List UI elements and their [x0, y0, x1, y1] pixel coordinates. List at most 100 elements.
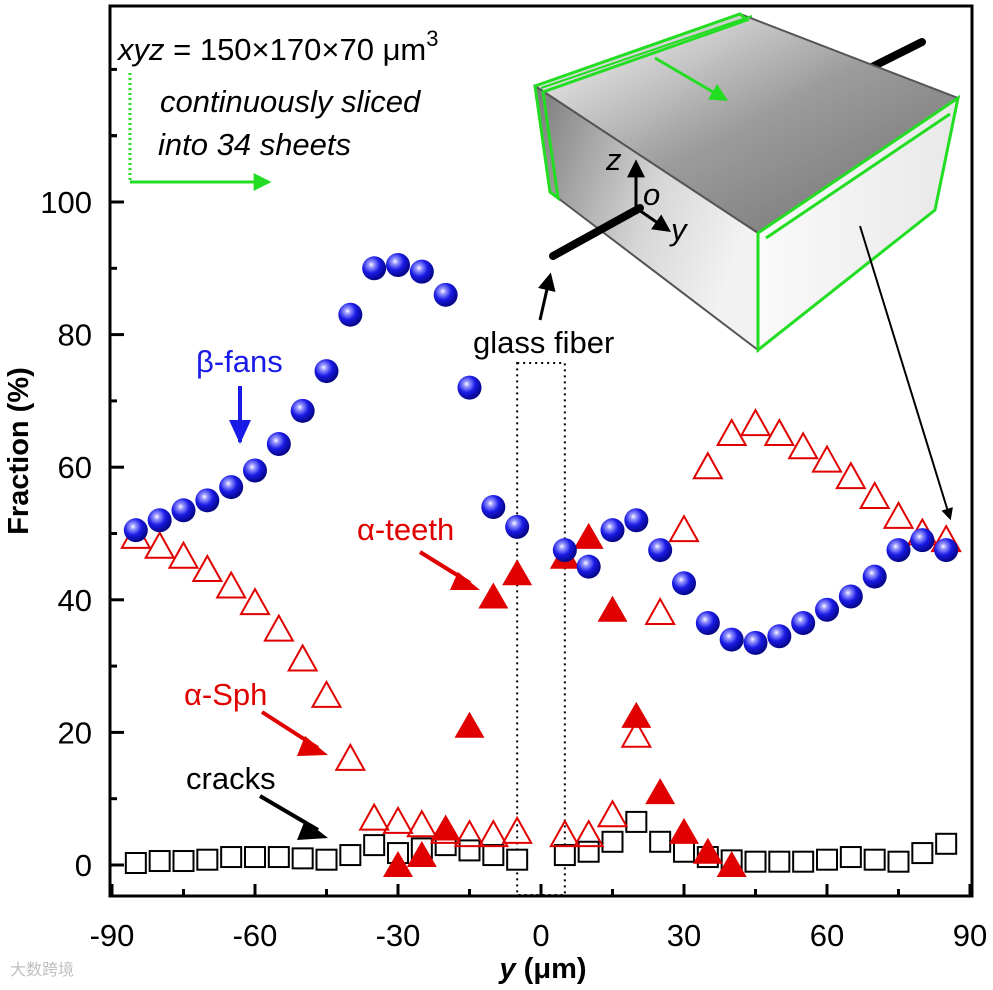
alpha-teeth-label: α-teeth — [357, 512, 454, 547]
alpha-teeth-point — [716, 851, 747, 877]
beta-fans-label: β-fans — [196, 344, 283, 379]
beta-fans-point — [838, 584, 863, 609]
beta-fans-point — [886, 538, 911, 563]
alpha-sph-point — [382, 805, 414, 834]
slice-outline-right — [756, 94, 961, 354]
cracks-point — [816, 848, 838, 871]
cracks-point — [458, 839, 481, 862]
cracks-point — [220, 846, 243, 869]
alpha-teeth-point — [478, 582, 509, 609]
cracks-point — [863, 848, 886, 871]
y-tick-label: 40 — [58, 583, 92, 618]
alpha-teeth-point — [502, 559, 533, 586]
alpha-teeth-point — [430, 814, 461, 841]
alpha-sph-point — [596, 799, 629, 828]
cracks-point — [148, 850, 171, 873]
cracks-point — [673, 840, 695, 863]
alpha-sph-point — [882, 500, 915, 529]
glass-fiber-label: glass fiber — [473, 325, 614, 360]
x-tick-label: 90 — [953, 918, 987, 953]
glass-fiber-band — [516, 362, 566, 896]
alpha-teeth-point — [669, 817, 699, 844]
x-tick-label: -30 — [376, 918, 421, 953]
beta-fans-point — [719, 627, 744, 652]
beta-fans-point — [767, 624, 792, 649]
x-tick-label: 0 — [532, 918, 549, 953]
cracks-point — [649, 830, 672, 853]
alpha-teeth-point — [621, 701, 652, 728]
glass-fiber-arrow — [538, 272, 556, 321]
beta-fans-point — [171, 498, 196, 523]
alpha-sph-point — [310, 679, 343, 708]
y-tick-label: 20 — [58, 715, 92, 750]
y-axis-arrow — [635, 206, 671, 233]
series-alpha-teeth — [383, 522, 747, 877]
series-alpha-sph — [120, 408, 962, 848]
alpha-sph-point — [501, 815, 533, 844]
alpha-teeth-point — [454, 711, 485, 738]
alpha-sph-arrowhead — [297, 736, 328, 756]
alpha-sph-point — [572, 819, 605, 848]
sample-box-diagram: z o y — [532, 12, 961, 521]
series-cracks — [124, 810, 958, 875]
alpha-sph-label: α-Sph — [184, 677, 267, 712]
beta-fans-point — [910, 528, 935, 553]
cracks-point — [911, 842, 934, 865]
beta-fans-point — [195, 488, 220, 513]
x-tick-label: -90 — [90, 918, 135, 953]
beta-fans-arrowhead — [229, 420, 251, 444]
y-tick-label: 100 — [40, 185, 92, 220]
alpha-sph-point — [715, 418, 748, 447]
beta-fans-point — [862, 564, 887, 589]
box-to-data-arrow — [859, 225, 953, 521]
slice-direction-arrow — [654, 56, 729, 101]
alpha-sph-point — [739, 408, 772, 437]
y-tick-label: 60 — [58, 450, 92, 485]
alpha-sph-point — [763, 418, 796, 447]
beta-fans-point — [815, 597, 839, 622]
alpha-teeth-point — [406, 841, 437, 868]
alpha-sph-point — [358, 802, 390, 831]
alpha-teeth-arrowhead — [450, 572, 480, 590]
cracks-point — [172, 850, 195, 873]
cracks-point — [601, 830, 624, 853]
beta-fans-point — [481, 494, 506, 519]
beta-fans-point — [695, 611, 720, 636]
alpha-sph-point — [811, 444, 843, 473]
x-tick-label: 60 — [810, 918, 844, 953]
cracks-arrowhead — [297, 820, 328, 840]
alpha-sph-point — [668, 514, 700, 543]
cracks-point — [482, 844, 505, 867]
cracks-point — [768, 850, 791, 873]
cracks-point — [124, 852, 147, 875]
cracks-point — [792, 850, 815, 873]
y-tick-label: 0 — [75, 848, 92, 883]
slice-outline-left — [533, 12, 750, 202]
x-tick-label: 30 — [667, 918, 701, 953]
axis-label-y: y — [669, 212, 689, 247]
axis-label-z: z — [605, 142, 622, 177]
y-axis-ticks: 0 20 40 60 80 100 — [40, 67, 124, 883]
beta-fans-point — [791, 611, 816, 636]
cracks-point — [363, 834, 386, 857]
cracks-point — [935, 832, 958, 855]
alpha-sph-point — [644, 597, 676, 626]
alpha-sph-point — [406, 809, 438, 838]
alpha-teeth-point — [573, 522, 604, 549]
sliced-label-line2: into 34 sheets — [158, 127, 351, 162]
alpha-sph-point — [549, 819, 581, 848]
cracks-point — [887, 850, 910, 873]
beta-fans-point — [743, 630, 768, 655]
alpha-sph-point — [334, 742, 367, 771]
dimensions-label: xyz = 150×170×70 μm3 — [116, 26, 439, 67]
cracks-point — [196, 848, 219, 871]
beta-fans-point — [266, 431, 291, 456]
beta-fans-point — [624, 508, 649, 533]
alpha-sph-point — [620, 719, 653, 748]
cracks-point — [339, 844, 362, 867]
cracks-label: cracks — [186, 761, 276, 796]
cracks-point — [839, 846, 862, 869]
cracks-point — [244, 846, 266, 869]
beta-fans-point — [552, 538, 577, 563]
alpha-sph-point — [286, 643, 319, 672]
